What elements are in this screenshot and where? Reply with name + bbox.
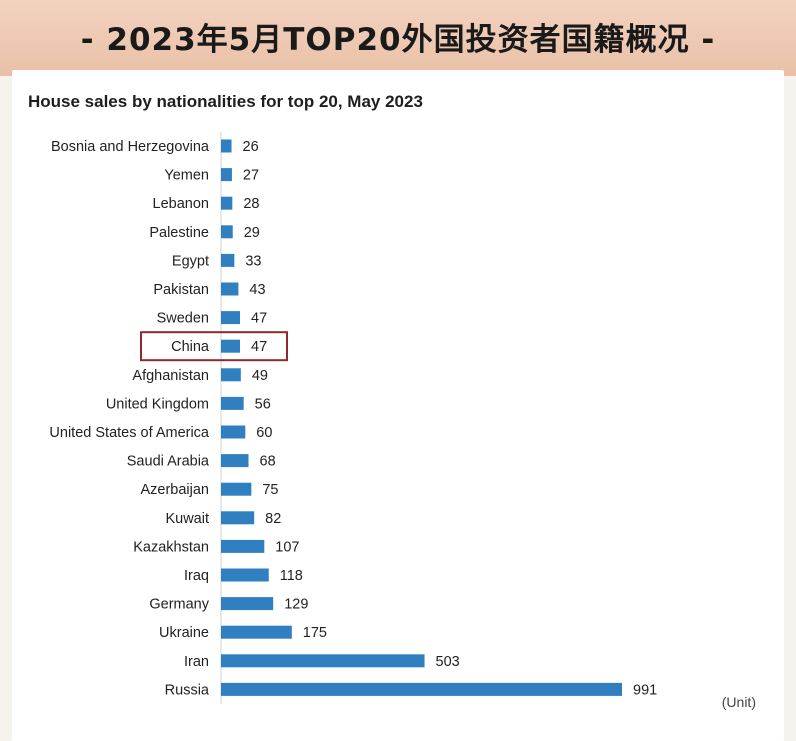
bar [221,539,265,553]
category-label: Ukraine [159,625,209,641]
bar [221,654,425,668]
bar [221,368,241,382]
category-label: Pakistan [153,282,209,298]
value-label: 82 [265,511,281,527]
category-label: Bosnia and Herzegovina [51,139,210,155]
bar [221,482,252,496]
bar [221,311,241,325]
bar [221,597,274,611]
category-label: Germany [149,597,209,613]
bar [221,568,269,582]
value-label: 43 [249,282,265,298]
category-label: United Kingdom [106,396,209,412]
bar [221,511,255,525]
value-label: 33 [245,253,261,269]
category-label: Palestine [149,225,209,241]
value-label: 75 [262,482,278,498]
bar [221,139,232,153]
bar [221,396,244,410]
value-label: 60 [256,425,272,441]
category-label: Azerbaijan [140,482,209,498]
value-label: 47 [251,339,267,355]
value-label: 503 [436,654,460,670]
unit-label: (Unit) [722,694,756,710]
category-label: Saudi Arabia [127,454,210,470]
value-label: 129 [284,597,308,613]
chart-marks: Bosnia and Herzegovina 26 Yemen 27 Lebanon 28… [49,131,657,704]
chart-title: House sales by nationalities for top 20,… [28,92,423,111]
category-label: Yemen [164,168,209,184]
category-label: Kazakhstan [133,539,209,555]
header-banner: - 2023年5月TOP20外国投资者国籍概况 - [0,0,796,76]
highlight-box [140,331,288,362]
category-label: Afghanistan [132,368,209,384]
value-label: 47 [251,311,267,327]
banner-title: - 2023年5月TOP20外国投资者国籍概况 - [80,22,716,58]
value-label: 107 [275,539,299,555]
value-label: 49 [252,368,268,384]
category-label: Iraq [184,568,209,584]
bar [221,282,239,296]
bar [221,425,246,439]
bar [221,253,235,267]
bar [221,168,232,182]
value-label: 175 [303,625,327,641]
chart-card [12,70,784,741]
category-label: Kuwait [165,511,209,527]
category-label: Iran [184,654,209,670]
bar [221,339,241,353]
value-label: 26 [243,139,259,155]
bar [221,196,233,210]
value-label: 118 [280,568,303,584]
category-label: China [171,339,210,355]
category-label: Sweden [157,311,209,327]
value-label: 29 [244,225,260,241]
category-label: Russia [165,682,210,698]
category-label: Lebanon [153,196,209,212]
value-label: 27 [243,168,259,184]
category-label: United States of America [49,425,210,441]
bar [221,225,233,239]
bar [221,682,622,696]
category-label: Egypt [172,253,209,269]
value-label: 68 [260,454,276,470]
value-label: 56 [255,396,271,412]
bar [221,454,249,468]
bar [221,625,292,639]
value-label: 991 [633,682,657,698]
value-label: 28 [243,196,259,212]
